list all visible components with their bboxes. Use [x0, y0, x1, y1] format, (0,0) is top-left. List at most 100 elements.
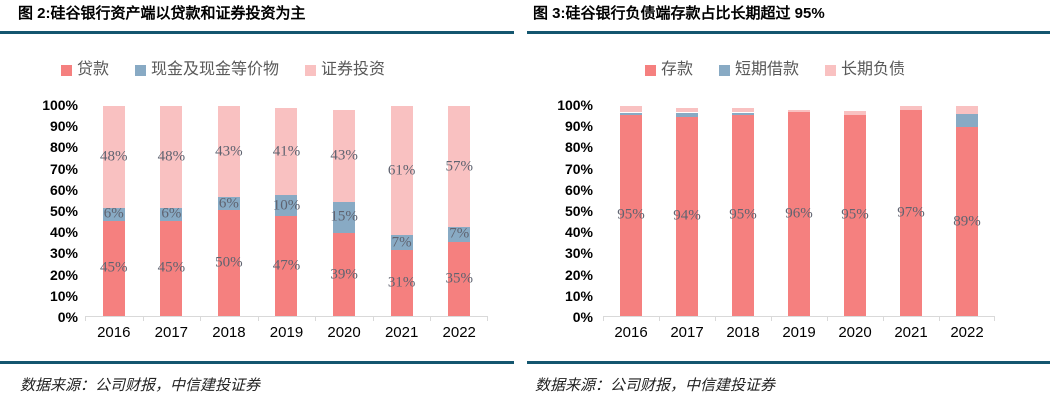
segment-value-label: 57%: [445, 158, 473, 175]
segment-cash-and-equivalents: [448, 226, 471, 242]
segment-value-label: 6%: [161, 205, 182, 222]
stacked-bar-2022: 35% 7% 57%: [445, 105, 473, 316]
segment-short-term-borrowings: [732, 112, 754, 115]
stacked-bar-2022: 89%: [953, 105, 981, 316]
x-axis-tick: [771, 317, 772, 321]
segment-cash-and-equivalents: [102, 207, 125, 221]
bar-group-2017: 94% 2017: [659, 105, 715, 340]
x-tick-label: 2021: [894, 324, 928, 341]
bar-group-2022: 89% 2022: [939, 105, 995, 340]
segment-value-label: 6%: [218, 195, 239, 212]
x-axis-tick: [315, 317, 317, 321]
y-tick-label: 10%: [49, 287, 78, 304]
segment-deposits: [844, 114, 866, 316]
segment-value-label: 94%: [673, 207, 701, 224]
bar-group-2016: 45% 6% 48% 2016: [85, 105, 143, 340]
stacked-bar-2017: 94%: [673, 105, 701, 316]
segment-value-label: 6%: [103, 205, 124, 222]
segment-securities-investment: [160, 106, 183, 208]
segment-deposits: [620, 114, 642, 316]
footer-divider: [527, 361, 1050, 364]
stacked-bar-2016: 45% 6% 48%: [100, 105, 128, 316]
bar-group-2018: 50% 6% 43% 2018: [200, 105, 258, 340]
stacked-bar-2019: 47% 10% 41%: [273, 105, 300, 316]
segment-loans: [275, 216, 298, 316]
y-axis: 0% 10% 20% 30% 40% 50% 60% 70% 80% 90% 100%: [527, 98, 593, 324]
y-tick-label: 60%: [49, 181, 78, 198]
x-axis-tick: [603, 317, 604, 321]
legend-item-long-term-liabilities: 长期负债: [825, 62, 905, 78]
y-tick-label: 70%: [564, 160, 593, 177]
segment-securities-investment: [275, 108, 298, 196]
segment-loans: [333, 233, 356, 316]
stacked-bar-2021: 97%: [897, 105, 925, 316]
y-tick-label: 20%: [564, 266, 593, 283]
segment-securities-investment: [390, 106, 413, 236]
y-tick-label: 30%: [564, 245, 593, 262]
legend-swatch-icon: [825, 64, 836, 76]
plot-area: 45% 6% 48% 2016 45% 6% 48% 2017 50% 6% 43% 2018 47% 1…: [85, 105, 488, 340]
legend-swatch-icon: [644, 64, 656, 76]
segment-cash-and-equivalents: [275, 195, 298, 217]
y-tick-label: 0%: [57, 309, 78, 325]
x-axis-tick: [939, 317, 940, 321]
segment-deposits: [732, 114, 754, 316]
y-tick-label: 70%: [49, 160, 78, 177]
y-tick-label: 30%: [49, 245, 78, 262]
segment-value-label: 43%: [215, 143, 243, 160]
segment-cash-and-equivalents: [160, 207, 183, 221]
bar-group-2018: 95% 2018: [715, 105, 771, 340]
legend-label: 现金及现金等价物: [150, 61, 279, 78]
y-tick-label: 40%: [49, 224, 78, 241]
x-axis-tick: [200, 317, 202, 321]
segment-value-label: 45%: [100, 259, 128, 276]
segment-long-term-liabilities: [620, 106, 642, 113]
x-tick-label: 2020: [327, 324, 361, 341]
bar-group-2016: 95% 2016: [603, 105, 659, 340]
segment-value-label: 7%: [449, 225, 470, 242]
segment-deposits: [676, 116, 698, 316]
figure-title: 图 3:硅谷银行负债端存款占比长期超过 95%: [533, 5, 825, 22]
bar-group-2021: 97% 2021: [883, 105, 939, 340]
x-axis-tick: [994, 317, 995, 321]
y-tick-label: 100%: [557, 97, 593, 113]
segment-value-label: 43%: [330, 147, 358, 164]
x-tick-label: 2017: [154, 324, 189, 341]
segment-loans: [217, 210, 240, 316]
legend: 贷款 现金及现金等价物 证券投资: [0, 58, 514, 82]
x-axis-tick: [257, 317, 259, 321]
x-tick-label: 2019: [269, 324, 304, 341]
x-axis-tick: [715, 317, 716, 321]
segment-value-label: 61%: [387, 162, 416, 179]
segment-value-label: 31%: [387, 274, 416, 291]
segment-value-label: 35%: [445, 270, 473, 287]
segment-value-label: 47%: [272, 257, 301, 274]
y-tick-label: 20%: [49, 266, 78, 283]
source-note: 数据来源：公司财报，中信建投证券: [20, 378, 261, 394]
segment-value-label: 50%: [215, 254, 243, 271]
x-tick-label: 2020: [838, 324, 872, 341]
title-divider: [527, 31, 1050, 34]
stacked-bar-2018: 95%: [729, 105, 757, 316]
x-tick-label: 2018: [726, 324, 760, 341]
segment-value-label: 48%: [157, 148, 186, 165]
stacked-bar-2018: 50% 6% 43%: [215, 105, 243, 316]
segment-value-label: 39%: [330, 266, 358, 283]
bar-group-2021: 31% 7% 61% 2021: [373, 105, 431, 340]
assets-stacked-bar-chart: 0% 10% 20% 30% 40% 50% 60% 70% 80% 90% 100% 45% 6% 4…: [0, 98, 514, 340]
segment-value-label: 45%: [157, 259, 186, 276]
x-axis-tick: [142, 317, 144, 321]
x-axis-tick: [487, 317, 488, 321]
segment-value-label: 89%: [953, 213, 981, 230]
source-note: 数据来源：公司财报，中信建投证券: [535, 378, 776, 394]
stacked-bar-2016: 95%: [617, 105, 645, 316]
x-tick-label: 2019: [782, 324, 816, 341]
segment-deposits: [956, 127, 978, 316]
segment-deposits: [788, 112, 810, 316]
x-axis-tick: [883, 317, 884, 321]
x-axis-tick: [85, 317, 86, 321]
footer-divider: [0, 361, 514, 364]
stacked-bar-2021: 31% 7% 61%: [387, 105, 416, 316]
segment-securities-investment: [102, 106, 125, 208]
bar-group-2020: 95% 2020: [827, 105, 883, 340]
